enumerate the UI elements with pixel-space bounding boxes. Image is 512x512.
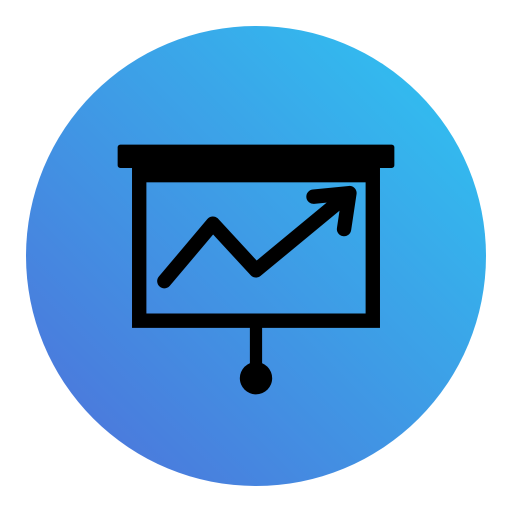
presentation-chart-icon [26, 26, 486, 486]
